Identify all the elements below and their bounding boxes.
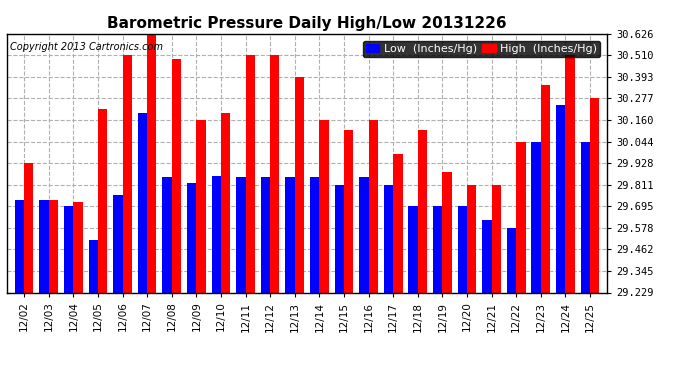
Bar [39,200,49,292]
Bar [286,177,295,292]
Bar [491,185,501,292]
Bar [187,183,197,292]
Bar [417,130,427,292]
Bar [541,85,550,292]
Bar [359,177,368,292]
Text: Copyright 2013 Cartronics.com: Copyright 2013 Cartronics.com [10,42,163,51]
Bar [172,59,181,292]
Bar [442,172,452,292]
Bar [295,77,304,292]
Bar [49,200,58,292]
Bar [261,177,270,292]
Bar [384,185,393,292]
Bar [73,201,83,292]
Bar [408,206,417,292]
Bar [147,34,157,292]
Bar [580,141,590,292]
Title: Barometric Pressure Daily High/Low 20131226: Barometric Pressure Daily High/Low 20131… [107,16,507,31]
Bar [246,55,255,292]
Bar [482,220,491,292]
Bar [221,112,230,292]
Bar [310,177,319,292]
Bar [197,120,206,292]
Bar [335,185,344,292]
Bar [507,228,516,292]
Bar [319,120,328,292]
Bar [467,185,476,292]
Bar [138,112,147,292]
Bar [368,120,378,292]
Legend: Low  (Inches/Hg), High  (Inches/Hg): Low (Inches/Hg), High (Inches/Hg) [362,40,600,57]
Bar [344,130,353,292]
Bar [212,176,221,292]
Bar [88,240,98,292]
Bar [98,109,107,292]
Bar [556,105,565,292]
Bar [565,55,575,292]
Bar [162,177,172,292]
Bar [457,206,467,292]
Bar [270,55,279,292]
Bar [123,55,132,292]
Bar [393,154,402,292]
Bar [433,206,442,292]
Bar [64,206,73,292]
Bar [516,141,526,292]
Bar [531,141,541,292]
Bar [236,177,246,292]
Bar [24,163,34,292]
Bar [14,200,24,292]
Bar [590,98,600,292]
Bar [113,195,123,292]
